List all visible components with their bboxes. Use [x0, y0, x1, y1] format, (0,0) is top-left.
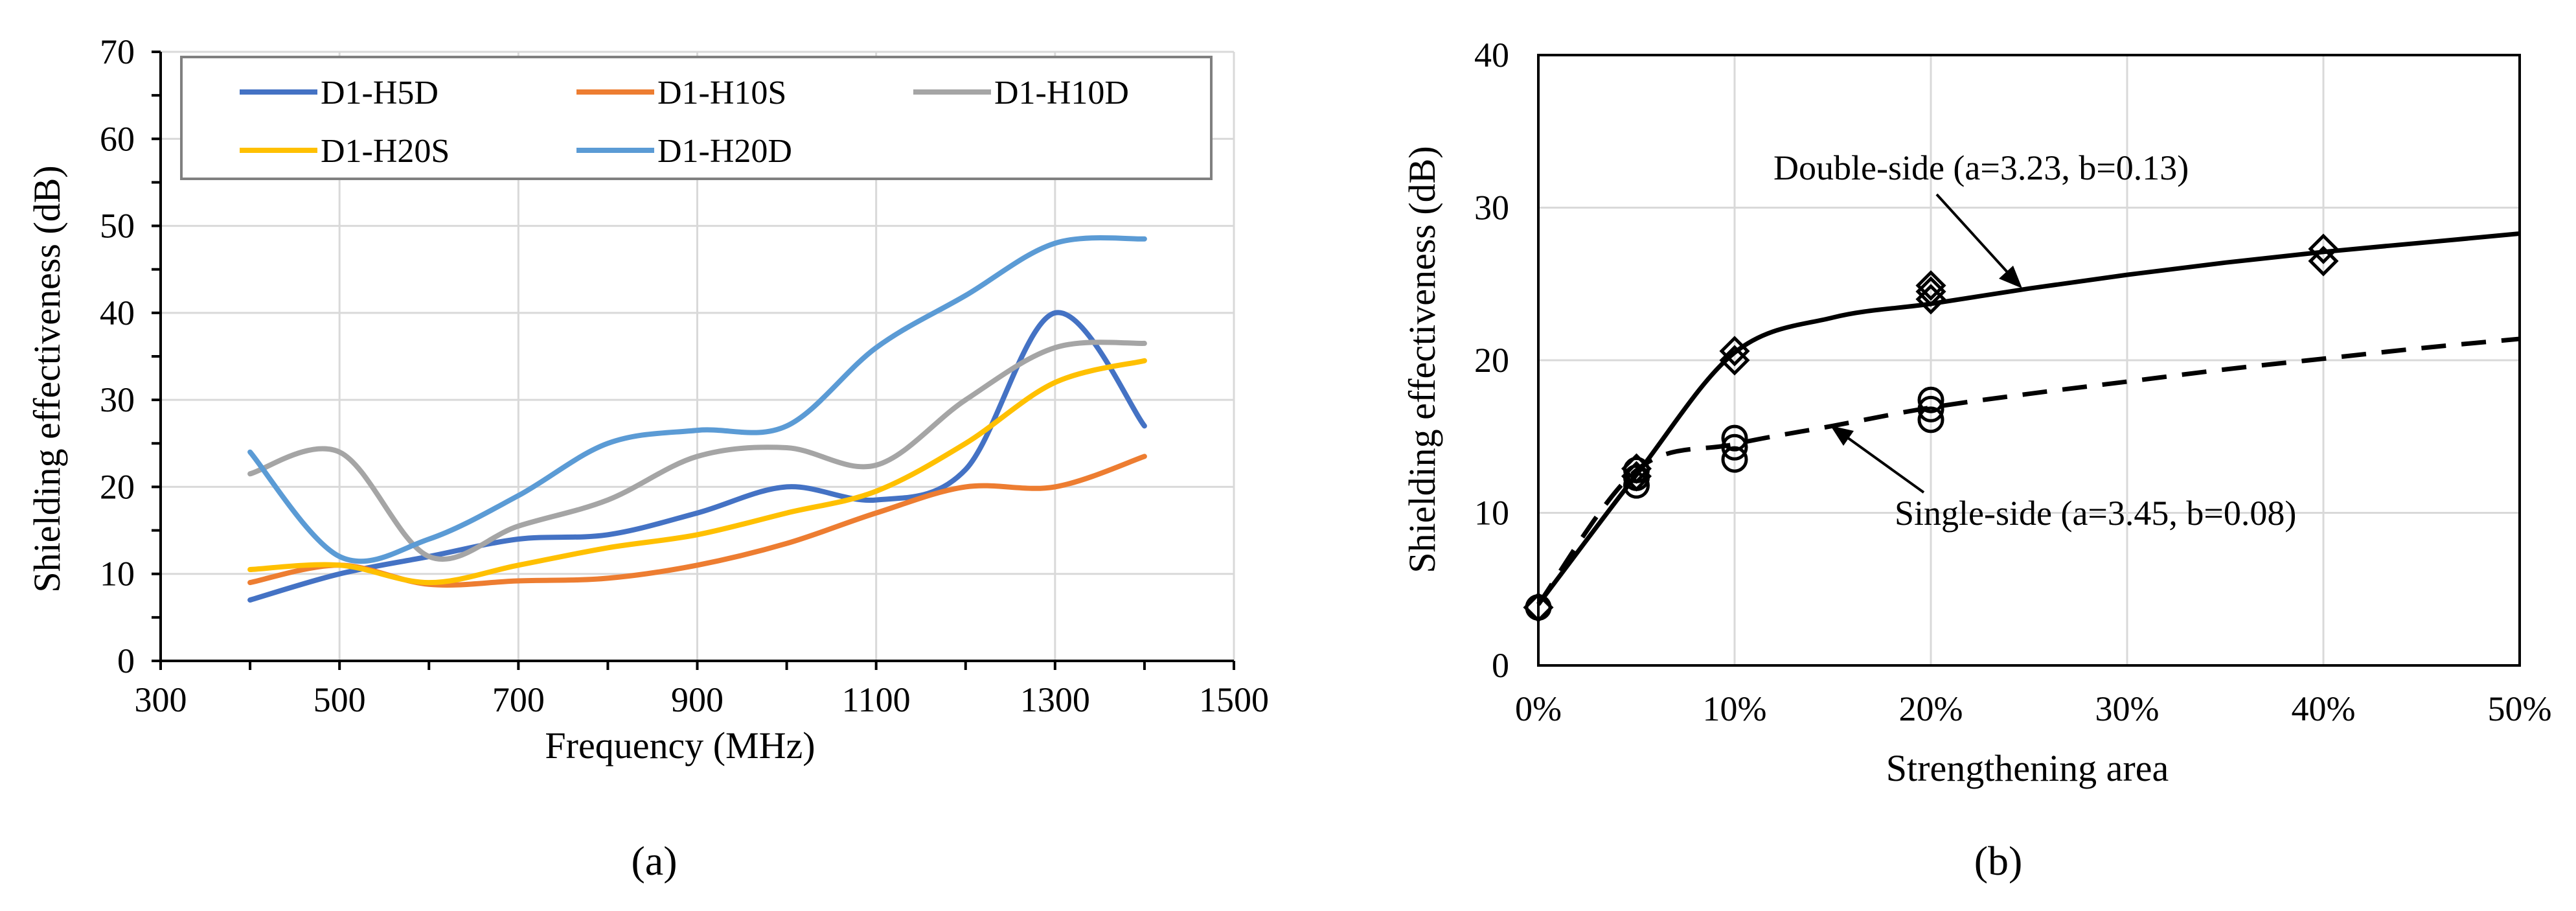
x-tick-label: 1300 [1020, 680, 1090, 719]
x-tick-label: 30% [2095, 689, 2160, 728]
panel-a-legend: D1-H5D D1-H10S D1-H10D D1-H20S D1-H20D [180, 56, 1213, 180]
y-tick-label: 40 [100, 294, 135, 332]
panel-a-tick-labels: 300 500 700 900 1100 1300 1500 0 10 20 30 40 50 60 70 [100, 32, 1269, 719]
panel-b-annotations: Double-side (a=3.23, b=0.13) Single-side… [1773, 148, 2296, 533]
y-tick-label: 10 [1474, 494, 1509, 533]
double-side-annotation: Double-side (a=3.23, b=0.13) [1773, 148, 2189, 187]
circle-marker [1721, 433, 1748, 461]
circle-marker [1623, 464, 1650, 491]
x-tick-label: 0% [1515, 689, 1562, 728]
circle-marker [1623, 457, 1650, 484]
panel-b-axes [1537, 54, 2521, 667]
panel-b-x-axis-label: Strengthening area [1886, 747, 2169, 789]
x-tick-label: 10% [1703, 689, 1767, 728]
panel-b-gridlines [1537, 54, 2521, 667]
y-tick-label: 40 [1474, 36, 1509, 75]
y-tick-label: 60 [100, 119, 135, 158]
single-side-arrow [1840, 432, 1925, 494]
legend-label: D1-H20S [321, 133, 450, 170]
diamond-marker [2308, 246, 2339, 277]
y-tick-label: 70 [100, 32, 135, 71]
x-tick-label: 700 [492, 680, 545, 719]
diamond-marker [2308, 233, 2339, 264]
circle-marker [1917, 406, 1944, 433]
panel-b-data-points [1523, 233, 2339, 623]
diamond-marker [1915, 276, 1946, 307]
panel-b-y-axis-label: Shielding effectiveness (dB) [1401, 146, 1443, 573]
panel-a-axes [152, 51, 1235, 670]
series-line-d1-h10d [247, 340, 1147, 562]
circle-marker [1721, 446, 1748, 473]
double-side-arrowhead [1999, 266, 2022, 288]
panel-a-y-axis-label: Shielding effectiveness (dB) [26, 165, 68, 592]
circle-marker [1917, 386, 1944, 413]
panel-b-label: (b) [1974, 838, 2023, 884]
circle-marker [1721, 424, 1748, 452]
x-tick-label: 20% [1899, 689, 1963, 728]
y-tick-label: 20 [100, 467, 135, 506]
y-tick-label: 30 [100, 380, 135, 419]
y-tick-label: 50 [100, 207, 135, 246]
fit-curve-single-side [1536, 336, 2520, 606]
circle-marker [1623, 472, 1650, 499]
x-tick-label: 500 [313, 680, 366, 719]
y-tick-label: 30 [1474, 189, 1509, 227]
single-side-arrowhead [1830, 426, 1854, 446]
y-tick-label: 0 [117, 641, 135, 680]
series-line-d1-h5d [247, 310, 1147, 603]
series-line-d1-h20d [247, 235, 1147, 564]
x-tick-label: 900 [671, 680, 724, 719]
panel-a-line-chart: 300 500 700 900 1100 1300 1500010203040506070 … [26, 32, 1269, 884]
panel-b-scatter-chart: 0% 10% 20% 30% 40% 50% 0 10 20 30 40 Double-side (… [1401, 36, 2551, 884]
legend-box [180, 56, 1213, 180]
legend-label: D1-H20D [657, 133, 792, 170]
x-tick-label: 40% [2292, 689, 2356, 728]
panel-b-fit-curves [1536, 231, 2520, 606]
x-tick-label: 50% [2488, 689, 2552, 728]
legend-label: D1-H5D [321, 75, 439, 111]
panel-a-x-axis-label: Frequency (MHz) [545, 724, 815, 767]
panel-a-label: (a) [631, 838, 677, 884]
panel-b-tick-labels: 0% 10% 20% 30% 40% 50% 0 10 20 30 40 [1474, 36, 2551, 728]
series-line-d1-h20s [247, 358, 1147, 586]
fit-curve-double-side [1536, 231, 2520, 606]
x-tick-label: 1100 [842, 680, 911, 719]
legend-label: D1-H10D [994, 75, 1129, 111]
circle-marker [1917, 395, 1944, 422]
x-tick-label: 300 [135, 680, 187, 719]
double-side-arrow [1935, 193, 2016, 281]
diamond-marker [1915, 270, 1946, 301]
x-tick-label: 1500 [1199, 680, 1269, 719]
diamond-marker [1719, 336, 1750, 367]
single-side-annotation: Single-side (a=3.45, b=0.08) [1895, 494, 2296, 533]
y-tick-label: 20 [1474, 341, 1509, 380]
panel-a-series-lines [247, 235, 1147, 603]
y-tick-label: 0 [1492, 646, 1509, 685]
plot-frame [1537, 54, 2521, 667]
y-tick-label: 10 [100, 555, 135, 594]
legend-label: D1-H10S [657, 75, 786, 111]
circle-marker [1525, 594, 1552, 621]
